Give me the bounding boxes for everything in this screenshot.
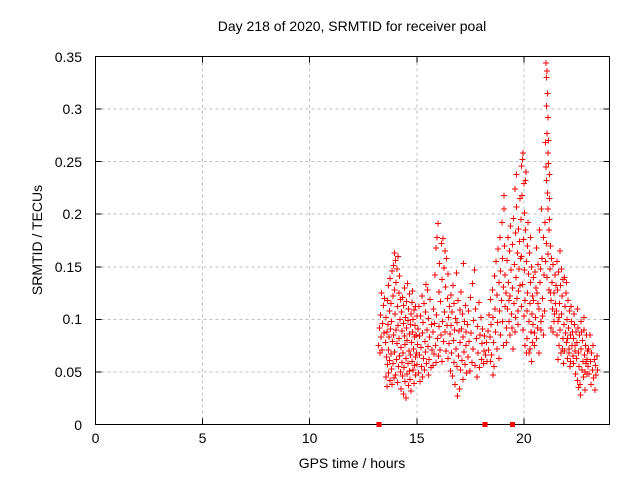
y-tick-label: 0.2 [62,206,82,223]
plot-border [95,56,610,425]
scatter-points [375,59,601,402]
y-tick-label: 0.05 [54,363,82,380]
y-tick-label: 0 [74,416,82,433]
y-tick-label: 0.3 [62,101,82,118]
grid-lines [95,56,610,425]
y-tick-label: 0.35 [54,48,82,65]
x-axis-label: GPS time / hours [298,455,406,471]
y-tick-label: 0.25 [54,153,82,170]
pass-start-square [509,422,515,427]
chart-title: Day 218 of 2020, SRMTID for receiver poa… [217,18,487,34]
x-tick-label: 10 [301,430,318,446]
pass-start-square [482,422,488,427]
y-tick-label: 0.15 [54,258,82,275]
x-tick-label: 15 [408,430,425,446]
y-tick-label: 0.1 [62,311,82,328]
x-tick-label: 20 [516,430,532,446]
x-tick-label: 5 [198,430,207,446]
x-tick-label: 0 [91,430,100,446]
tick-marks [95,56,610,425]
pass-start-square [376,422,382,427]
y-axis-label: SRMTID / TECUs [29,184,45,296]
